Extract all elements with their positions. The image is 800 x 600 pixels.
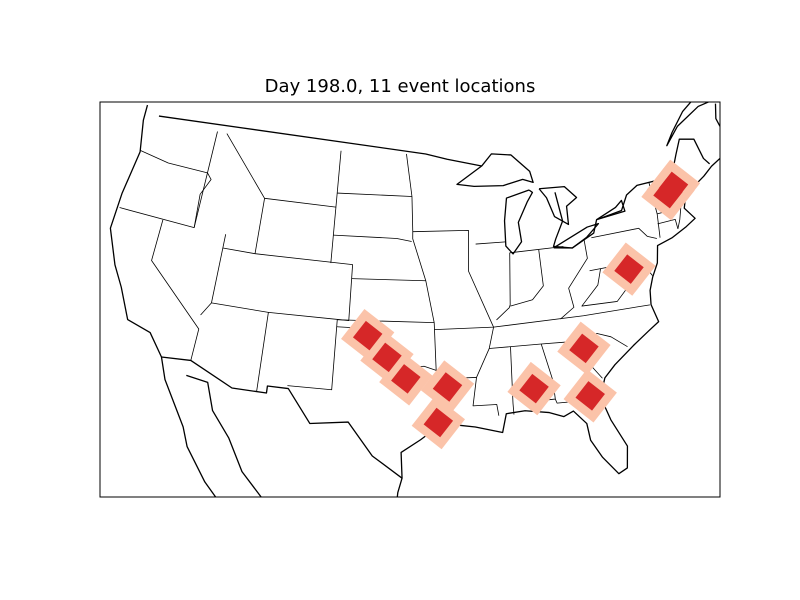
event-marker bbox=[432, 372, 463, 402]
boundary-line bbox=[657, 218, 679, 229]
boundary-line bbox=[333, 234, 412, 242]
coastline bbox=[503, 189, 534, 255]
coastline bbox=[666, 102, 711, 147]
coastline bbox=[109, 104, 217, 497]
boundary-line bbox=[510, 249, 544, 307]
event-marker bbox=[569, 333, 599, 364]
coastline bbox=[158, 115, 482, 167]
coastline bbox=[186, 374, 262, 497]
coastline bbox=[596, 199, 626, 221]
boundary-line bbox=[193, 131, 218, 228]
boundary-line bbox=[510, 346, 515, 415]
coastline bbox=[722, 125, 772, 177]
coastline bbox=[161, 356, 403, 479]
boundary-line bbox=[337, 192, 412, 197]
map-title: Day 198.0, 11 event locations bbox=[264, 76, 536, 97]
boundary-line bbox=[434, 304, 650, 331]
map-frame bbox=[99, 101, 721, 498]
boundary-line bbox=[351, 278, 426, 282]
coastline bbox=[552, 138, 711, 249]
boundary-line bbox=[254, 198, 353, 392]
coastlines-and-borders bbox=[109, 102, 772, 497]
boundary-line bbox=[151, 219, 200, 361]
event-marker bbox=[391, 364, 421, 394]
boundary-line bbox=[496, 252, 511, 321]
boundary-line bbox=[211, 302, 269, 313]
boundary-line bbox=[222, 247, 256, 255]
coastline bbox=[553, 222, 600, 249]
event-marker bbox=[658, 171, 689, 202]
boundary-line bbox=[287, 319, 338, 391]
event-marker bbox=[519, 373, 549, 404]
boundary-line bbox=[591, 227, 657, 239]
event-markers bbox=[341, 159, 701, 450]
event-marker bbox=[614, 254, 644, 284]
event-marker bbox=[352, 320, 383, 351]
boundary-line bbox=[226, 133, 342, 208]
boundary-line bbox=[119, 150, 208, 228]
event-marker bbox=[372, 342, 402, 373]
coastline bbox=[538, 185, 578, 226]
boundary-line bbox=[475, 241, 506, 245]
event-marker bbox=[575, 381, 605, 411]
event-marker bbox=[423, 407, 454, 438]
boundary-line bbox=[337, 319, 435, 324]
boundary-line bbox=[560, 238, 588, 320]
boundary-line bbox=[509, 246, 564, 254]
coastline bbox=[456, 153, 534, 188]
